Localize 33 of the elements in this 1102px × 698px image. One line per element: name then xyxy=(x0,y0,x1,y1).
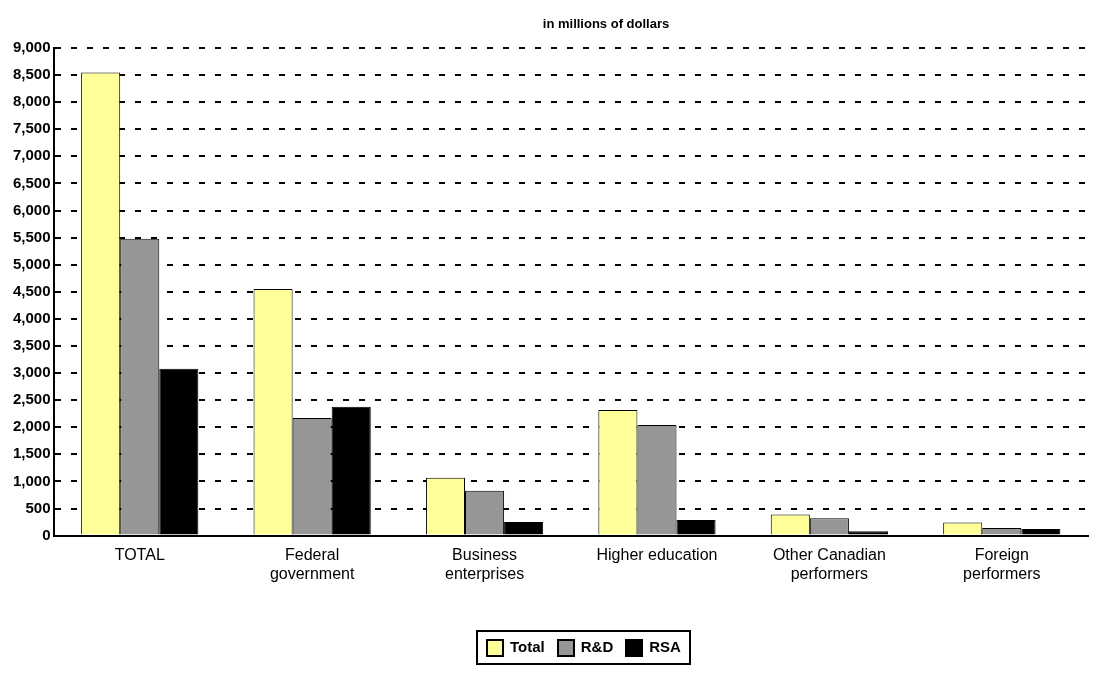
category-label: Higher education xyxy=(596,545,718,563)
y-tick-label: 3,500 xyxy=(12,336,51,354)
category-label: Business xyxy=(452,545,518,563)
legend-label: RSA xyxy=(648,638,681,657)
category-label: government xyxy=(269,564,355,582)
category-label: performers xyxy=(790,564,869,582)
legend-label: R&D xyxy=(579,638,614,657)
y-tick-label: 7,500 xyxy=(12,119,51,137)
y-tick-label: 8,000 xyxy=(12,92,51,110)
category-label: Other Canadian xyxy=(772,545,886,563)
category-label: Federal xyxy=(285,545,340,563)
y-tick-label: 1,000 xyxy=(12,471,51,489)
y-tick-label: 3,000 xyxy=(12,363,51,381)
y-tick-label: 4,000 xyxy=(12,309,51,327)
y-tick-label: 6,500 xyxy=(12,173,51,191)
chart-title: in millions of dollars xyxy=(541,16,671,31)
legend-label: Total xyxy=(509,638,545,657)
y-tick-label: 4,500 xyxy=(12,281,51,299)
category-label: enterprises xyxy=(444,564,525,582)
y-tick-label: 1,500 xyxy=(12,444,51,462)
y-tick-label: 7,000 xyxy=(12,146,51,164)
y-tick-label: 5,500 xyxy=(12,227,51,245)
y-tick-label: 500 xyxy=(25,498,51,516)
category-label: TOTAL xyxy=(114,545,165,563)
y-tick-label: 5,000 xyxy=(12,254,51,272)
y-tick-label: 0 xyxy=(42,525,51,543)
y-tick-label: 6,000 xyxy=(12,200,51,218)
y-tick-label: 9,000 xyxy=(12,38,51,56)
category-label: performers xyxy=(963,564,1041,582)
y-tick-label: 8,500 xyxy=(12,65,51,83)
y-tick-label: 2,500 xyxy=(12,390,51,408)
y-tick-label: 2,000 xyxy=(12,417,51,435)
category-label: Foreign xyxy=(974,545,1029,563)
